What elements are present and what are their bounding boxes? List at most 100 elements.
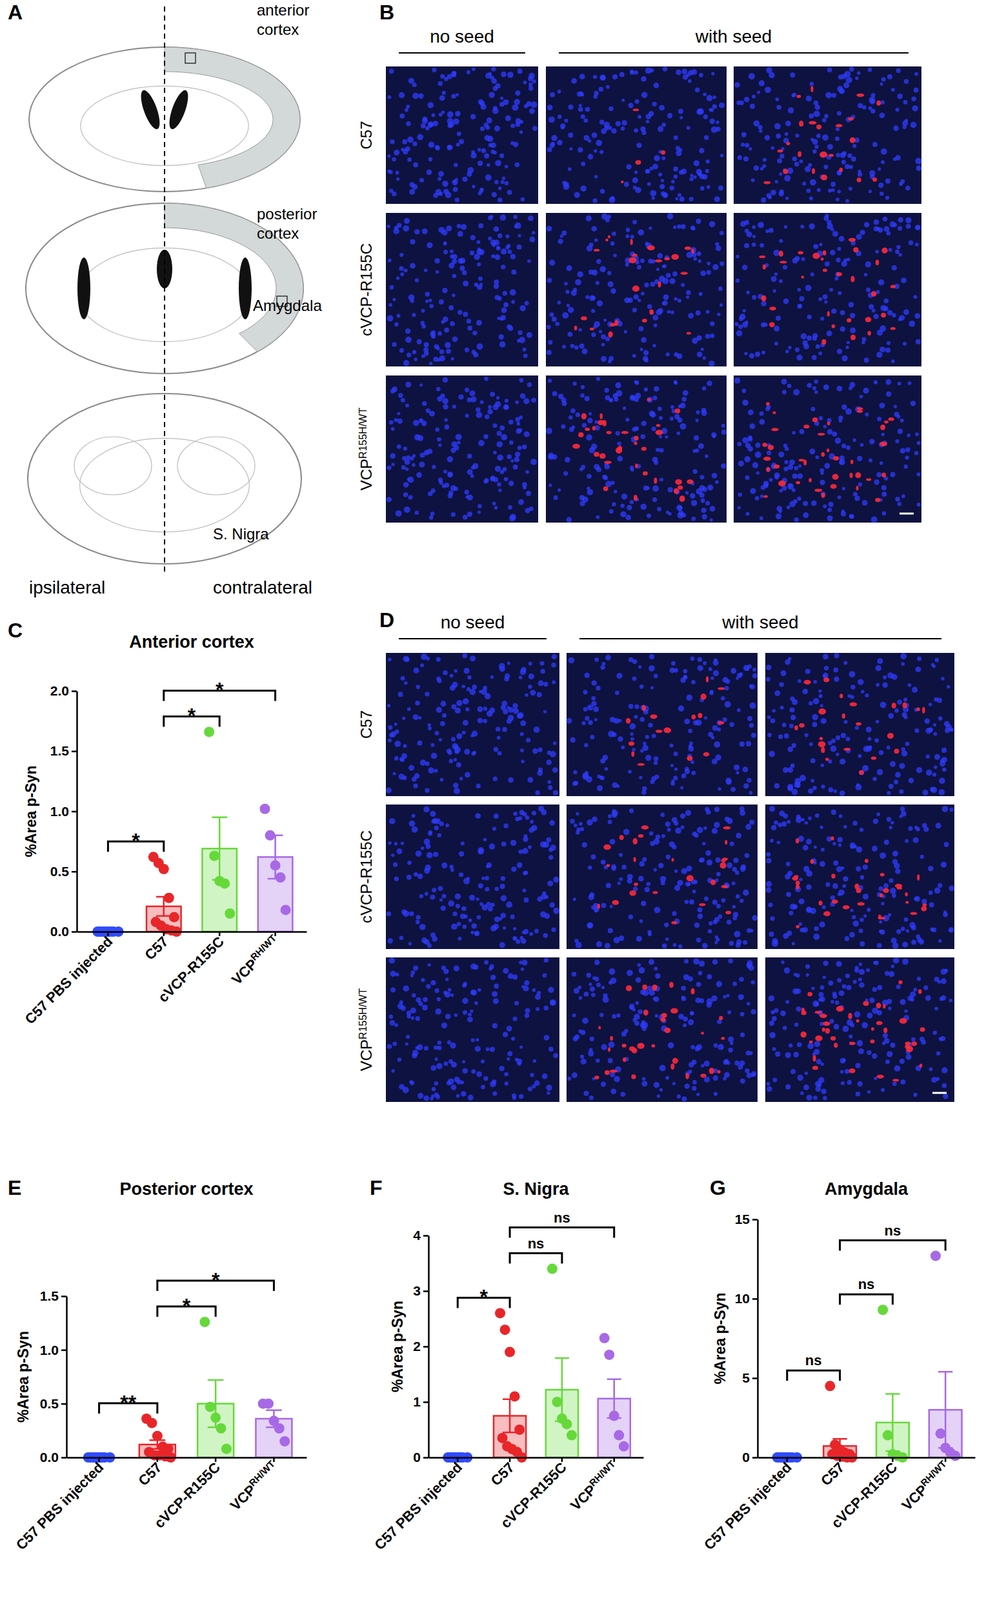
nucleus — [802, 512, 809, 519]
nucleus — [679, 196, 685, 202]
nucleus — [837, 291, 842, 295]
schematic-label: cortex — [256, 224, 299, 242]
nucleus — [625, 417, 630, 422]
nucleus — [478, 223, 484, 229]
inclusion — [782, 169, 788, 175]
inclusion — [890, 284, 896, 288]
nucleus — [914, 451, 919, 455]
nucleus — [615, 431, 621, 436]
micrograph-panel: no seedwith seedC57cVCP-R155CVCPR155H/WT — [357, 26, 923, 523]
nucleus — [653, 385, 660, 392]
nucleus — [496, 245, 501, 250]
panel-letter: E — [7, 1176, 22, 1200]
nucleus — [674, 197, 679, 201]
nucleus — [705, 159, 710, 164]
nucleus — [677, 192, 682, 197]
nucleus — [649, 410, 655, 417]
nucleus — [402, 225, 410, 232]
nucleus — [457, 231, 464, 237]
nucleus — [578, 343, 584, 349]
nucleus — [773, 289, 777, 293]
nucleus — [593, 149, 597, 153]
nucleus — [775, 315, 781, 321]
nucleus — [885, 178, 891, 184]
nucleus — [533, 726, 541, 734]
nucleus — [504, 181, 510, 186]
nucleus — [442, 287, 448, 294]
ventricle — [77, 257, 91, 320]
nucleus — [471, 684, 477, 690]
nucleus — [551, 316, 557, 322]
nucleus — [603, 318, 607, 322]
nucleus — [437, 176, 442, 181]
nucleus — [891, 312, 897, 318]
nucleus — [711, 472, 718, 479]
nucleus — [586, 245, 593, 252]
nucleus — [548, 116, 555, 123]
nucleus — [696, 335, 703, 341]
inclusion — [798, 458, 805, 462]
nucleus — [634, 380, 640, 386]
nucleus — [494, 505, 499, 510]
inclusion — [658, 281, 662, 288]
nucleus — [488, 143, 493, 148]
nucleus — [471, 731, 478, 737]
nucleus — [471, 185, 475, 189]
nucleus — [643, 387, 648, 392]
inclusion — [603, 460, 612, 464]
inclusion — [673, 488, 679, 495]
nucleus — [476, 343, 484, 350]
nucleus — [424, 691, 430, 697]
nucleus — [509, 289, 517, 296]
nucleus — [546, 760, 552, 766]
nucleus — [653, 82, 660, 89]
nucleus — [662, 264, 666, 268]
nucleus — [517, 445, 523, 451]
nucleus — [716, 312, 721, 317]
nucleus — [529, 506, 534, 512]
nucleus — [587, 489, 594, 496]
nucleus — [799, 159, 804, 164]
nucleus — [800, 224, 805, 229]
nucleus — [876, 351, 883, 358]
nucleus — [520, 720, 526, 726]
nucleus — [644, 241, 649, 246]
nucleus — [545, 427, 553, 435]
nucleus — [436, 657, 441, 663]
nucleus — [679, 116, 683, 120]
nucleus — [405, 381, 412, 388]
nucleus — [898, 181, 903, 186]
nucleus — [904, 78, 910, 84]
nucleus — [524, 301, 530, 306]
nucleus — [486, 710, 493, 717]
inclusion — [830, 483, 837, 489]
inclusion — [599, 413, 603, 420]
nucleus — [420, 320, 425, 326]
nucleus — [856, 234, 863, 241]
nucleus — [685, 289, 692, 295]
nucleus — [816, 188, 821, 193]
inclusion — [801, 275, 805, 279]
micrograph-background — [385, 375, 539, 523]
nucleus — [493, 279, 499, 285]
nucleus — [840, 511, 846, 517]
nucleus — [656, 507, 662, 512]
inclusion — [641, 447, 647, 452]
nucleus — [712, 434, 716, 439]
nucleus — [689, 492, 696, 499]
nucleus — [647, 396, 654, 403]
nucleus — [879, 82, 883, 86]
nucleus — [682, 396, 687, 402]
nucleus — [578, 107, 584, 113]
nucleus — [764, 134, 770, 141]
nucleus — [594, 718, 598, 722]
nucleus — [500, 180, 505, 184]
nucleus — [857, 103, 863, 109]
inclusion — [816, 124, 822, 130]
nucleus — [431, 464, 436, 469]
nucleus — [629, 500, 635, 505]
nucleus — [465, 413, 470, 418]
nucleus — [700, 474, 705, 480]
nucleus — [452, 682, 459, 688]
header-line — [579, 638, 942, 640]
